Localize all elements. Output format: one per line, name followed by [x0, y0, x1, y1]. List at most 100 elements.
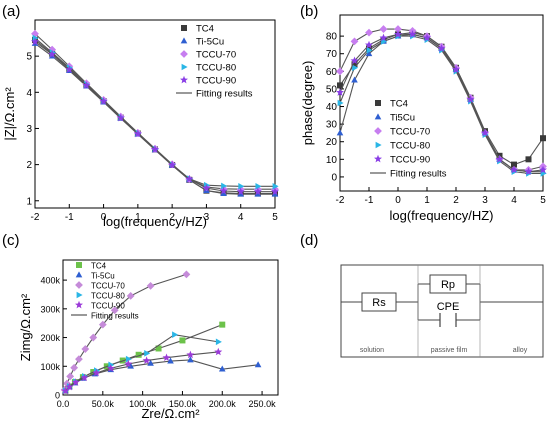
point-ti-5cu: [271, 190, 279, 197]
y-axis-title: Zimg/Ω.cm²: [18, 293, 33, 361]
point-tccu-70: [70, 363, 79, 372]
legend-marker-ti-5cu: [180, 37, 188, 44]
y-tick-label: 50: [326, 84, 338, 95]
panel-label-d: (d): [300, 232, 318, 249]
y-tick-label: 100k: [40, 362, 60, 372]
point-ti5cu: [365, 50, 373, 57]
point-tccu-90: [253, 187, 262, 196]
point-ti-5cu: [147, 359, 154, 366]
x-axis-title: Zre/Ω.cm²: [141, 406, 200, 421]
point-tccu-90: [350, 56, 359, 65]
point-tccu-80: [255, 183, 262, 190]
legend-marker-tccu-70: [75, 281, 83, 289]
point-tccu-80: [144, 350, 151, 357]
resistor-rp-label: Rp: [441, 279, 455, 291]
plot-frame: [62, 259, 279, 396]
legend-label-tccu-70: TCCU-70: [91, 282, 125, 291]
resistor-rs-label: Rs: [372, 297, 386, 309]
legend-marker-tccu-70: [374, 127, 382, 135]
point-tccu-90: [162, 353, 171, 362]
x-tick-label: 1: [135, 212, 141, 223]
point-tccu-90: [495, 155, 504, 163]
x-tick-label: 5: [272, 212, 278, 223]
fit-line-tc4: [64, 324, 223, 392]
legend-label-fitting-results: Fitting results: [196, 89, 253, 100]
point-tccu-70: [394, 25, 402, 33]
fit-line-tc4: [34, 39, 275, 195]
y-axis-title: phase(degree): [300, 61, 315, 146]
legend-label-tccu-70: TCCU-70: [196, 50, 236, 61]
point-tccu-90: [271, 187, 279, 196]
point-tccu-90: [106, 364, 115, 372]
point-ti-5cu: [237, 190, 245, 197]
region-passive-film-label: passive film: [431, 347, 468, 354]
legend-marker-tc4: [181, 25, 187, 31]
point-tccu-90: [452, 65, 460, 73]
point-tccu-70: [89, 333, 98, 342]
point-tccu-70: [350, 37, 359, 46]
x-tick-label: -2: [31, 212, 40, 223]
region-solution-label: solution: [360, 347, 384, 354]
point-tccu-90: [82, 81, 91, 89]
point-ti-5cu: [218, 365, 226, 372]
legend-label-tccu-80: TCCU-80: [91, 292, 125, 301]
point-tc4: [179, 337, 186, 344]
x-tick-label: 250.0k: [249, 399, 277, 409]
point-tccu-70: [336, 67, 344, 76]
point-tccu-90: [466, 95, 475, 103]
x-tick-label: 4: [511, 195, 517, 206]
legend-label-tccu-80: TCCU-80: [390, 141, 430, 152]
y-tick-label: 40: [326, 102, 338, 113]
point-tccu-70: [182, 270, 191, 279]
x-tick-label: -2: [336, 195, 345, 206]
point-tccu-90: [365, 40, 373, 49]
point-tccu-90: [394, 30, 402, 38]
point-tccu-70: [126, 292, 135, 300]
y-tick-label: 200k: [40, 333, 60, 343]
point-tccu-70: [146, 281, 155, 290]
y-tick-label: 10: [326, 155, 338, 166]
legend-marker-tccu-80: [76, 291, 83, 299]
point-tc4: [525, 156, 532, 163]
fit-line-tccu-90: [64, 351, 219, 392]
point-tccu-90: [71, 378, 80, 386]
chart-b-bode-phase: -2 -1 0 1 2 3 4 501020304050607080log(frequency…: [300, 14, 547, 223]
y-tick-label: 30: [326, 120, 338, 131]
x-tick-label: 100.0k: [129, 399, 157, 409]
point-ti-5cu: [167, 357, 174, 364]
x-tick-label: 2: [169, 212, 175, 223]
legend-label-tccu-70: TCCU-70: [390, 127, 430, 138]
point-tccu-90: [236, 187, 245, 196]
point-tccu-80: [221, 182, 228, 190]
point-tccu-90: [142, 356, 151, 364]
legend-marker-ti-5cu: [75, 271, 83, 278]
point-tccu-70: [379, 25, 388, 33]
x-tick-label: 0.0: [57, 399, 70, 409]
point-tccu-90: [539, 165, 547, 174]
point-tccu-90: [116, 113, 125, 122]
point-tccu-90: [423, 33, 431, 42]
x-tick-label: 150.0k: [169, 399, 197, 409]
point-tccu-70: [75, 355, 83, 363]
x-tick-label: 0: [101, 212, 107, 223]
y-tick-label: 70: [326, 49, 338, 60]
fit-line-tccu-80: [339, 35, 543, 174]
fit-line-tccu-80: [34, 37, 275, 187]
legend-marker-tc4: [375, 100, 381, 106]
point-tccu-80: [215, 338, 222, 346]
point-ti-5cu: [254, 361, 262, 368]
point-tccu-90: [524, 167, 533, 176]
point-tccu-90: [408, 30, 417, 38]
panel-label-b: (b): [300, 3, 318, 20]
legend-label-tc4: TC4: [196, 24, 214, 35]
point-tccu-70: [66, 372, 75, 381]
y-tick-label: 0: [331, 172, 337, 183]
x-tick-label: 200.0k: [209, 399, 237, 409]
y-tick-label: 4: [26, 88, 32, 99]
legend-marker-tccu-80: [375, 141, 382, 149]
point-tccu-90: [481, 128, 489, 137]
point-tccu-80: [238, 183, 245, 190]
legend-label-ti-5cu: Ti-5Cu: [196, 37, 224, 48]
point-tccu-80: [172, 331, 179, 338]
x-tick-label: 3: [482, 195, 488, 206]
